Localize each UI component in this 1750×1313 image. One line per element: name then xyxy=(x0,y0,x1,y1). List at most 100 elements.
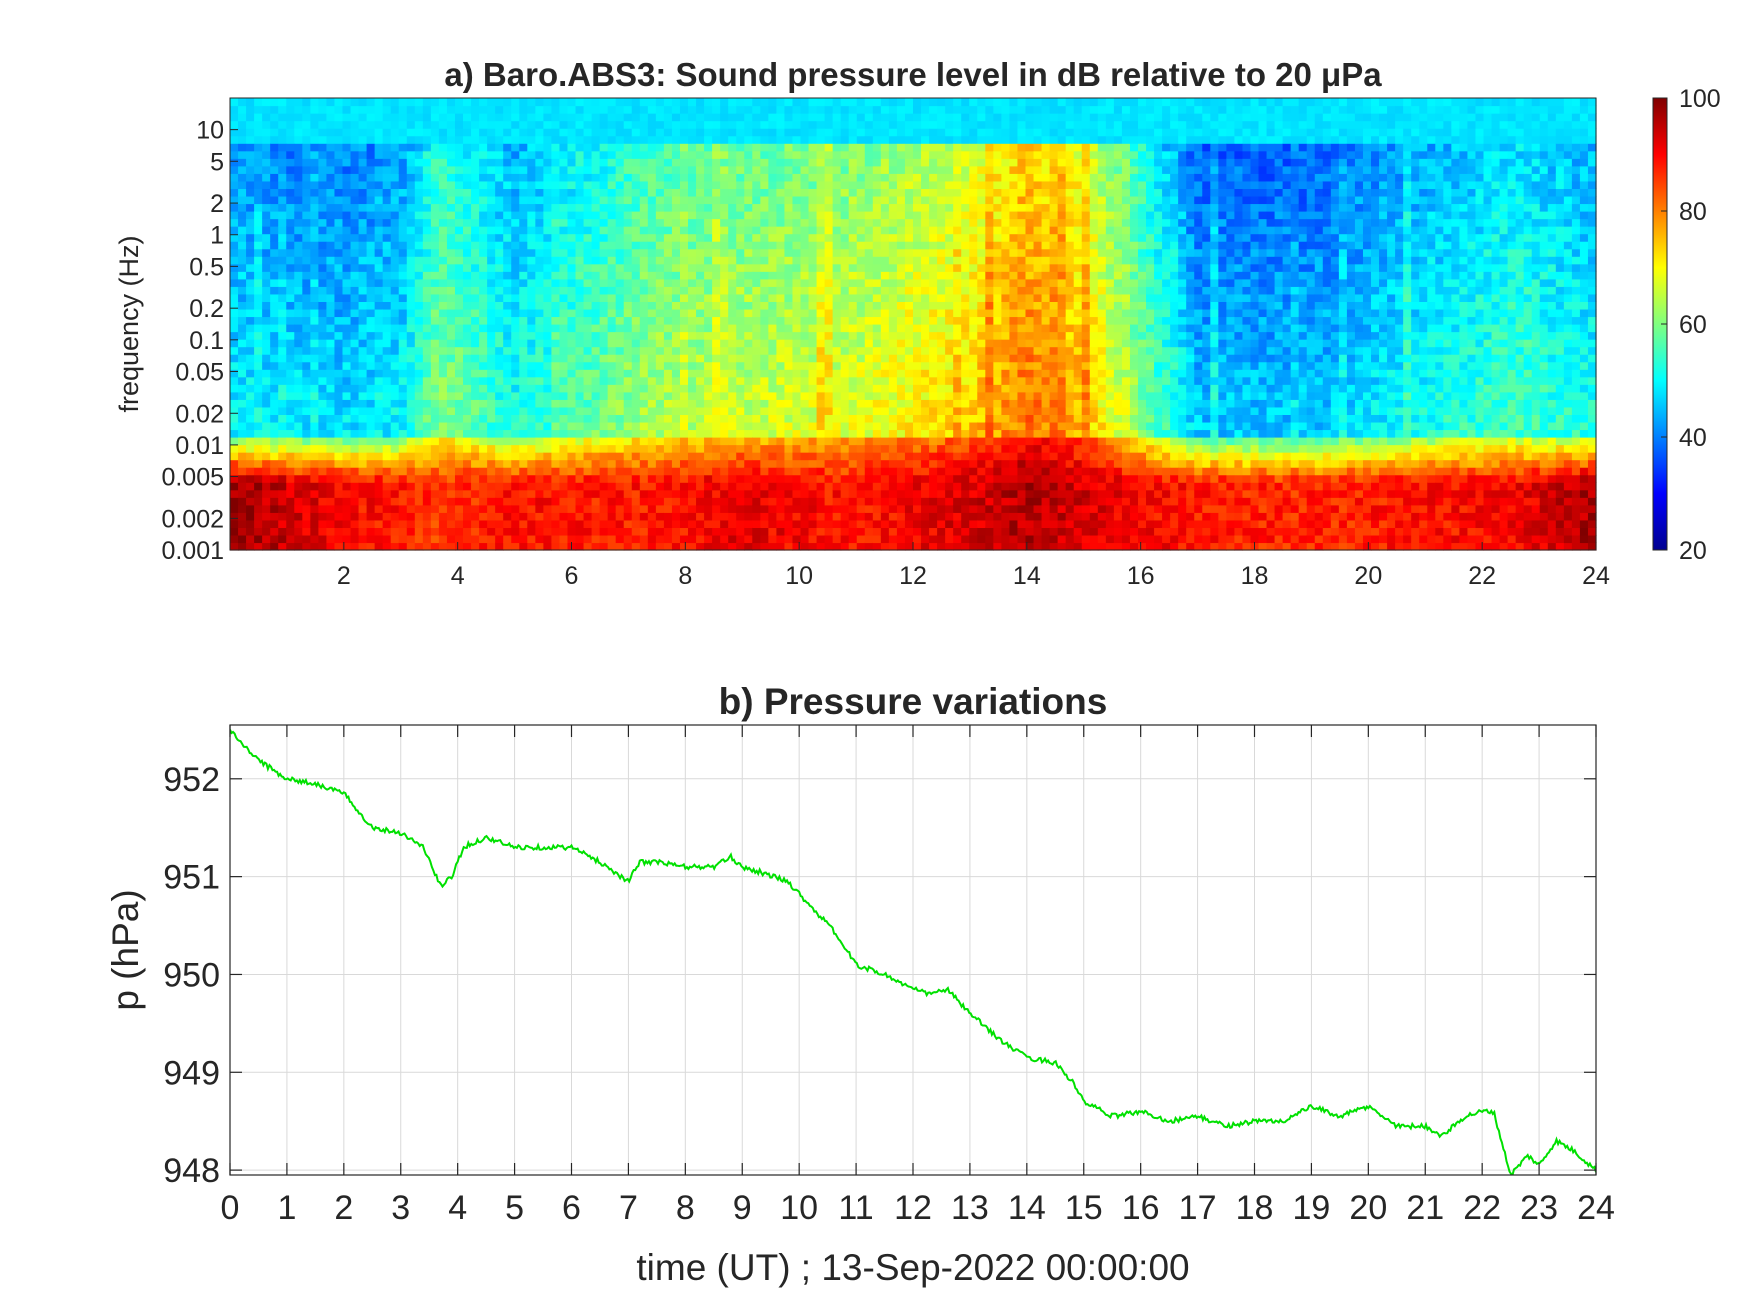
heatmap-cell xyxy=(551,369,561,378)
heatmap-cell xyxy=(535,150,544,159)
heatmap-cell xyxy=(808,120,818,129)
heatmap-cell xyxy=(342,331,352,340)
heatmap-cell xyxy=(671,143,681,152)
heatmap-cell xyxy=(832,474,842,483)
heatmap-cell xyxy=(736,248,745,257)
heatmap-cell xyxy=(422,113,432,122)
heatmap-cell xyxy=(800,452,810,461)
heatmap-cell xyxy=(688,316,697,325)
heatmap-cell xyxy=(696,437,705,446)
heatmap-cell xyxy=(615,293,625,302)
heatmap-cell xyxy=(864,113,874,122)
heatmap-cell xyxy=(856,324,866,333)
heatmap-cell xyxy=(736,128,745,137)
heatmap-cell xyxy=(334,361,344,370)
heatmap-cell xyxy=(784,233,794,242)
heatmap-cell xyxy=(527,233,536,242)
heatmap-cell xyxy=(294,527,303,536)
heatmap-cell xyxy=(688,248,697,257)
heatmap-cell xyxy=(808,406,818,415)
heatmap-cell xyxy=(446,444,456,453)
heatmap-cell xyxy=(728,467,737,476)
heatmap-cell xyxy=(414,369,424,378)
heatmap-cell xyxy=(358,369,368,378)
heatmap-cell xyxy=(527,211,536,220)
heatmap-cell xyxy=(495,278,504,287)
heatmap-cell xyxy=(615,263,625,272)
heatmap-cell xyxy=(511,437,520,446)
heatmap-cell xyxy=(326,226,336,235)
heatmap-cell xyxy=(495,444,504,453)
heatmap-cell xyxy=(278,512,287,521)
heatmap-cell xyxy=(398,542,408,551)
heatmap-cell xyxy=(663,542,673,551)
heatmap-cell xyxy=(519,286,528,295)
heatmap-cell xyxy=(655,542,665,551)
heatmap-cell xyxy=(535,256,544,265)
heatmap-cell xyxy=(366,497,376,506)
heatmap-cell xyxy=(543,369,553,378)
heatmap-cell xyxy=(390,384,400,393)
heatmap-cell xyxy=(768,452,777,461)
heatmap-cell xyxy=(671,263,681,272)
heatmap-cell xyxy=(768,399,777,408)
heatmap-cell xyxy=(471,369,480,378)
heatmap-cell xyxy=(559,233,569,242)
heatmap-cell xyxy=(744,233,753,242)
heatmap-cell xyxy=(406,135,416,144)
heatmap-cell xyxy=(599,399,609,408)
heatmap-cell xyxy=(760,233,769,242)
heatmap-cell xyxy=(374,512,384,521)
heatmap-cell xyxy=(342,241,352,250)
heatmap-cell xyxy=(406,467,416,476)
heatmap-cell xyxy=(840,444,850,453)
heatmap-cell xyxy=(318,286,328,295)
heatmap-cell xyxy=(414,437,424,446)
heatmap-cell xyxy=(422,527,432,536)
heatmap-cell xyxy=(607,467,617,476)
heatmap-cell xyxy=(374,293,384,302)
heatmap-cell xyxy=(712,128,721,137)
heatmap-cell xyxy=(382,399,392,408)
heatmap-cell xyxy=(631,354,641,363)
heatmap-cell xyxy=(784,188,794,197)
heatmap-cell xyxy=(679,263,689,272)
heatmap-cell xyxy=(414,263,424,272)
heatmap-cell xyxy=(720,158,729,167)
heatmap-cell xyxy=(374,444,384,453)
heatmap-cell xyxy=(631,188,641,197)
heatmap-cell xyxy=(302,226,311,235)
heatmap-cell xyxy=(366,158,376,167)
heatmap-cell xyxy=(832,369,842,378)
heatmap-cell xyxy=(230,497,239,506)
heatmap-cell xyxy=(864,203,874,212)
heatmap-cell xyxy=(856,135,866,144)
heatmap-cell xyxy=(583,406,593,415)
heatmap-cell xyxy=(438,504,448,513)
heatmap-cell xyxy=(390,339,400,348)
heatmap-cell xyxy=(438,527,448,536)
heatmap-cell xyxy=(479,354,488,363)
heatmap-cell xyxy=(342,444,352,453)
heatmap-cell xyxy=(254,248,263,257)
heatmap-cell xyxy=(326,158,336,167)
heatmap-cell xyxy=(744,459,753,468)
heatmap-cell xyxy=(832,263,842,272)
heatmap-cell xyxy=(872,211,882,220)
heatmap-cell xyxy=(840,180,850,189)
heatmap-cell xyxy=(535,406,544,415)
heatmap-cell xyxy=(800,361,810,370)
heatmap-cell xyxy=(286,105,295,114)
heatmap-cell xyxy=(784,452,794,461)
heatmap-cell xyxy=(736,452,745,461)
heatmap-cell xyxy=(591,105,601,114)
heatmap-cell xyxy=(784,354,794,363)
heatmap-cell xyxy=(663,120,673,129)
heatmap-cell xyxy=(647,128,657,137)
heatmap-cell xyxy=(744,376,753,385)
heatmap-cell xyxy=(856,241,866,250)
heatmap-cell xyxy=(808,286,818,295)
spectrogram-panel: a) Baro.ABS3: Sound pressure level in dB… xyxy=(114,56,1610,590)
heatmap-cell xyxy=(583,165,593,174)
heatmap-cell xyxy=(663,98,673,107)
